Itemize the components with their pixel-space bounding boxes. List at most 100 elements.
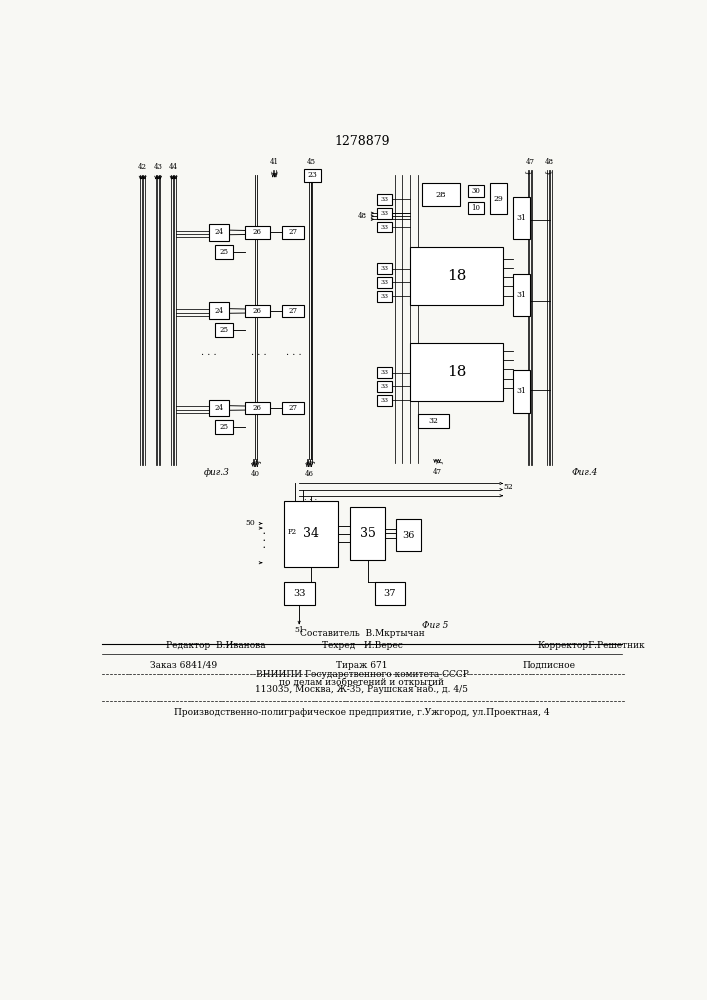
Bar <box>490 183 507 214</box>
Text: Заказ 6841/49: Заказ 6841/49 <box>151 661 218 670</box>
Bar <box>377 263 392 274</box>
Text: 40: 40 <box>250 470 259 478</box>
Bar <box>468 185 484 197</box>
Bar <box>410 247 503 305</box>
Text: . . .: . . . <box>286 348 302 357</box>
Text: {: { <box>305 459 314 465</box>
Bar <box>282 305 304 317</box>
Bar <box>468 202 484 214</box>
Bar <box>284 501 338 567</box>
Bar <box>375 582 404 605</box>
Bar <box>377 194 392 205</box>
Bar <box>377 277 392 288</box>
Bar <box>245 226 270 239</box>
Text: 26: 26 <box>253 307 262 315</box>
Text: {: { <box>433 460 441 465</box>
Text: 28: 28 <box>436 191 446 199</box>
Text: 25: 25 <box>219 423 228 431</box>
Bar <box>245 402 270 414</box>
Bar <box>284 582 315 605</box>
Text: 25: 25 <box>219 248 228 256</box>
Text: 18: 18 <box>447 365 466 379</box>
Text: 51: 51 <box>294 626 304 634</box>
Text: 33: 33 <box>293 589 305 598</box>
Text: Составитель  В.Мкртычан: Составитель В.Мкртычан <box>300 629 424 638</box>
Text: 34: 34 <box>303 527 319 540</box>
Bar <box>377 367 392 378</box>
Text: 47: 47 <box>433 468 442 476</box>
Bar <box>513 197 530 239</box>
Bar <box>418 414 449 428</box>
Text: 27: 27 <box>288 228 298 236</box>
Text: 33: 33 <box>380 294 388 299</box>
Bar <box>215 420 233 434</box>
Text: 24: 24 <box>214 404 223 412</box>
Text: . . .: . . . <box>258 531 268 548</box>
Text: {: { <box>270 169 279 174</box>
Bar <box>377 291 392 302</box>
Text: 43: 43 <box>153 163 163 171</box>
Bar <box>513 274 530 316</box>
Bar <box>377 395 392 406</box>
Text: . . .: . . . <box>304 494 317 502</box>
Text: 33: 33 <box>380 197 388 202</box>
Text: 35: 35 <box>360 527 375 540</box>
Text: 31: 31 <box>517 214 527 222</box>
Text: 27: 27 <box>288 404 298 412</box>
Bar <box>282 226 304 239</box>
Bar <box>396 519 421 551</box>
Text: 33: 33 <box>380 370 388 375</box>
Bar <box>215 323 233 337</box>
Bar <box>410 343 503 401</box>
Bar <box>282 402 304 414</box>
Text: 46: 46 <box>305 470 314 478</box>
Text: 23: 23 <box>308 171 317 179</box>
Text: 26: 26 <box>253 228 262 236</box>
Text: 25: 25 <box>219 326 228 334</box>
Bar <box>377 208 392 219</box>
Text: 42: 42 <box>138 163 147 171</box>
Text: . . .: . . . <box>251 348 267 357</box>
Text: 37: 37 <box>384 589 396 598</box>
Text: 50: 50 <box>245 519 255 527</box>
Text: Техред   И.Верес: Техред И.Верес <box>322 641 402 650</box>
Text: 48: 48 <box>358 212 367 220</box>
Bar <box>304 169 321 182</box>
Text: {: { <box>544 169 552 174</box>
Text: 10: 10 <box>472 204 480 212</box>
Text: 18: 18 <box>447 269 466 283</box>
Text: . . .: . . . <box>201 348 216 357</box>
Text: 113035, Москва, Ж-35, Раушская наб., д. 4/5: 113035, Москва, Ж-35, Раушская наб., д. … <box>255 685 469 694</box>
Text: 29: 29 <box>493 195 503 203</box>
Text: Фиг.4: Фиг.4 <box>571 468 597 477</box>
Text: 33: 33 <box>380 211 388 216</box>
Bar <box>513 370 530 413</box>
Text: 33: 33 <box>380 398 388 403</box>
Text: КорректорГ.Решетник: КорректорГ.Решетник <box>538 641 645 650</box>
Text: 44: 44 <box>169 163 178 171</box>
Text: 36: 36 <box>402 531 414 540</box>
Bar <box>215 245 233 259</box>
Bar <box>377 381 392 392</box>
Text: 1278879: 1278879 <box>334 135 390 148</box>
Text: 27: 27 <box>288 307 298 315</box>
Bar <box>209 400 228 416</box>
Text: 32: 32 <box>428 417 438 425</box>
Text: 31: 31 <box>517 291 527 299</box>
Text: 41: 41 <box>270 158 279 166</box>
Text: 24: 24 <box>214 307 223 315</box>
Text: 52: 52 <box>503 483 513 491</box>
Text: 31: 31 <box>517 387 527 395</box>
Text: {: { <box>525 169 532 174</box>
Text: фиг.3: фиг.3 <box>204 468 229 477</box>
Text: Редактор  В.Иванова: Редактор В.Иванова <box>166 641 266 650</box>
Text: 33: 33 <box>380 266 388 271</box>
Bar <box>351 507 385 560</box>
Text: по делам изобретений и открытий: по делам изобретений и открытий <box>279 677 445 687</box>
Bar <box>209 302 228 319</box>
Text: Производственно-полиграфическое предприятие, г.Ужгород, ул.Проектная, 4: Производственно-полиграфическое предприя… <box>174 708 550 717</box>
Text: 45: 45 <box>307 158 316 166</box>
Text: Тираж 671: Тираж 671 <box>337 661 387 670</box>
Text: ВНИИПИ Государственного комитета СССР: ВНИИПИ Государственного комитета СССР <box>255 670 469 679</box>
Text: 47: 47 <box>525 158 534 166</box>
